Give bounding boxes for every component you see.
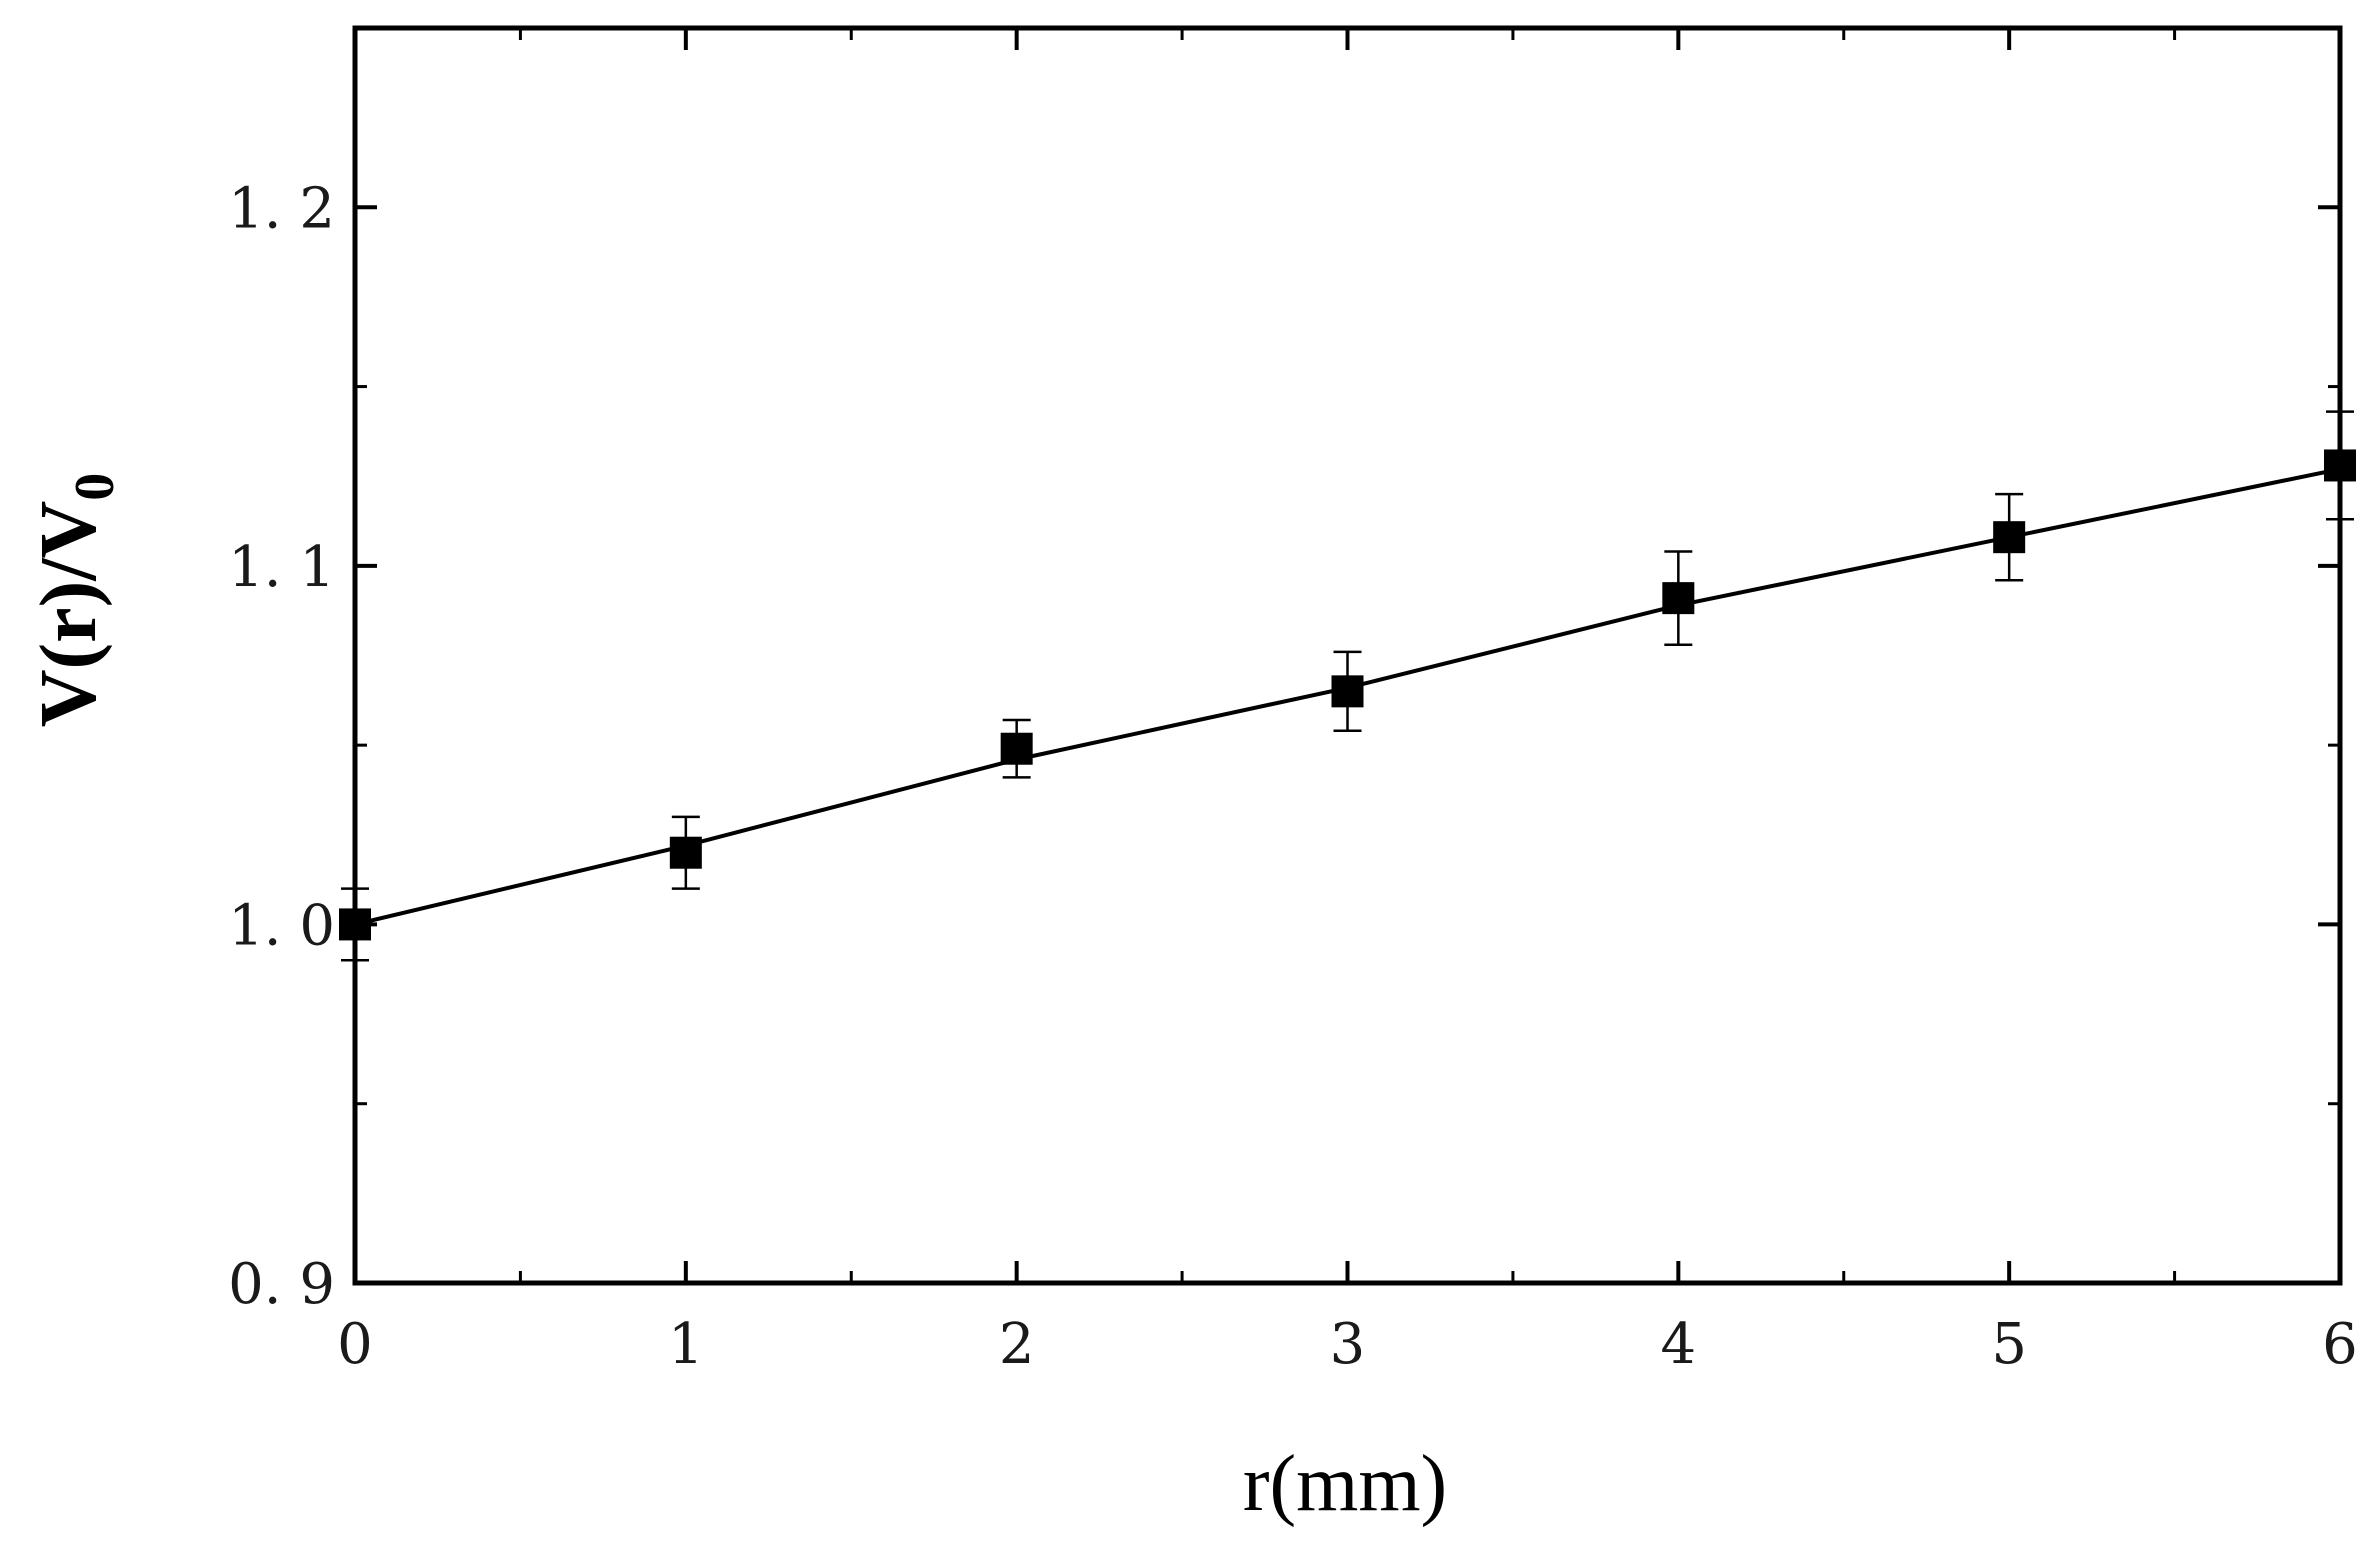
data-points xyxy=(339,449,2356,941)
x-tick-label: 6 xyxy=(2322,1312,2358,1377)
y-axis-title: V(r)/V0 xyxy=(25,473,126,728)
data-point xyxy=(669,836,702,869)
x-tick-label: 1 xyxy=(668,1312,704,1377)
y-tick-label: 1. 2 xyxy=(228,176,335,241)
y-tick-label: 1. 0 xyxy=(228,893,335,958)
x-axis-title: r(mm) xyxy=(1243,1440,1447,1528)
data-point xyxy=(339,908,371,941)
x-tick-label: 0 xyxy=(337,1312,373,1377)
data-point xyxy=(2324,449,2356,482)
data-point xyxy=(1331,675,1364,708)
x-tick-label: 4 xyxy=(1661,1312,1697,1377)
data-point xyxy=(1000,732,1033,765)
y-tick-label: 0. 9 xyxy=(228,1252,335,1317)
y-axis-title-main: V(r)/V xyxy=(25,501,113,728)
y-tick-label: 1. 1 xyxy=(228,535,335,600)
y-axis-title-subscript: 0 xyxy=(64,473,126,501)
error-bars xyxy=(341,410,2354,962)
data-point xyxy=(1993,521,2026,554)
y-ticks: 0. 9 1. 0 1. 1 1. 2 xyxy=(228,176,2340,1317)
data-point xyxy=(1662,582,1695,615)
minor-ticks xyxy=(355,28,2340,1283)
x-tick-label: 3 xyxy=(1330,1312,1366,1377)
x-tick-label: 5 xyxy=(1991,1312,2027,1377)
x-tick-label: 2 xyxy=(999,1312,1035,1377)
x-ticks: 0 1 2 3 4 5 6 xyxy=(337,28,2358,1377)
